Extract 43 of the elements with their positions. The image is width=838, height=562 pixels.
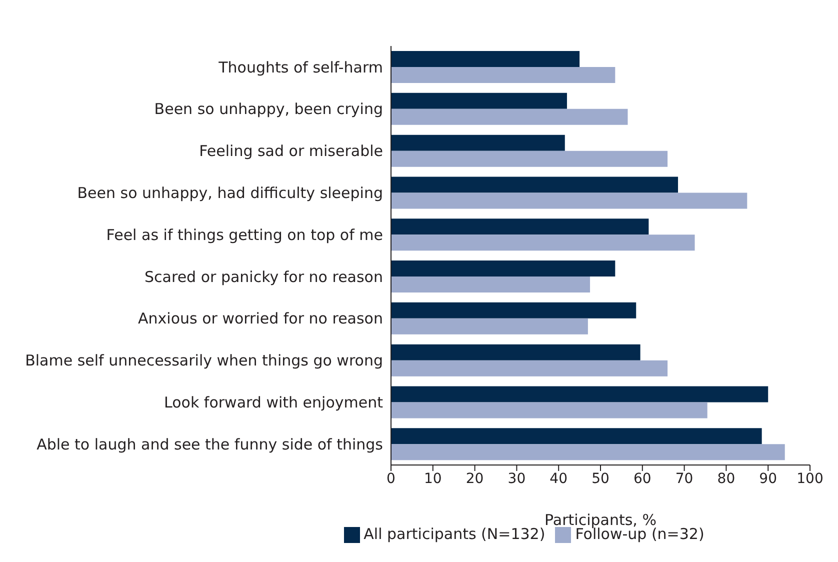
bar bbox=[391, 318, 588, 334]
y-tick-label: Anxious or worried for no reason bbox=[138, 310, 383, 328]
y-tick-label: Able to laugh and see the funny side of things bbox=[36, 435, 384, 454]
x-tick-label: 50 bbox=[592, 470, 610, 487]
y-tick-label: Feeling sad or miserable bbox=[199, 142, 383, 160]
x-tick-label: 10 bbox=[424, 470, 442, 487]
x-tick-label: 40 bbox=[550, 470, 568, 487]
x-tick-label: 20 bbox=[466, 470, 484, 487]
bar bbox=[391, 108, 628, 125]
bar bbox=[391, 51, 580, 68]
x-tick-label: 0 bbox=[386, 470, 396, 487]
bar bbox=[391, 428, 762, 444]
bar bbox=[391, 176, 678, 193]
bar bbox=[391, 276, 590, 293]
bar bbox=[391, 192, 748, 209]
bar bbox=[391, 218, 649, 235]
y-tick-label: Thoughts of self-harm bbox=[218, 58, 383, 76]
bar bbox=[391, 302, 636, 318]
bar bbox=[391, 260, 616, 277]
bar bbox=[391, 360, 668, 376]
bar bbox=[391, 402, 708, 418]
bar bbox=[391, 344, 640, 360]
bar bbox=[391, 444, 785, 460]
bar bbox=[391, 386, 768, 402]
y-tick-label: Been so unhappy, had difficulty sleeping bbox=[77, 184, 383, 202]
x-tick-label: 60 bbox=[633, 470, 652, 487]
y-tick-label: Look forward with enjoyment bbox=[164, 393, 384, 412]
y-tick-label: Blame self unnecessarily when things go wrong bbox=[25, 352, 383, 370]
y-tick-label: Scared or panicky for no reason bbox=[144, 268, 383, 286]
bar bbox=[391, 234, 695, 251]
bar bbox=[391, 67, 616, 84]
y-tick-label: Been so unhappy, been crying bbox=[154, 100, 383, 118]
x-tick-label: 90 bbox=[759, 470, 778, 487]
bar bbox=[391, 92, 567, 109]
bar bbox=[391, 150, 668, 167]
y-tick-label: Feel as if things getting on top of me bbox=[106, 226, 383, 244]
x-axis-title: Participants, % bbox=[544, 511, 656, 529]
bar bbox=[391, 134, 565, 151]
x-tick-label: 80 bbox=[717, 470, 736, 487]
x-tick-label: 100 bbox=[796, 470, 824, 487]
x-tick-label: 70 bbox=[675, 470, 694, 487]
legend-label: All participants (N=132) bbox=[364, 525, 546, 543]
x-tick-label: 30 bbox=[508, 470, 526, 487]
